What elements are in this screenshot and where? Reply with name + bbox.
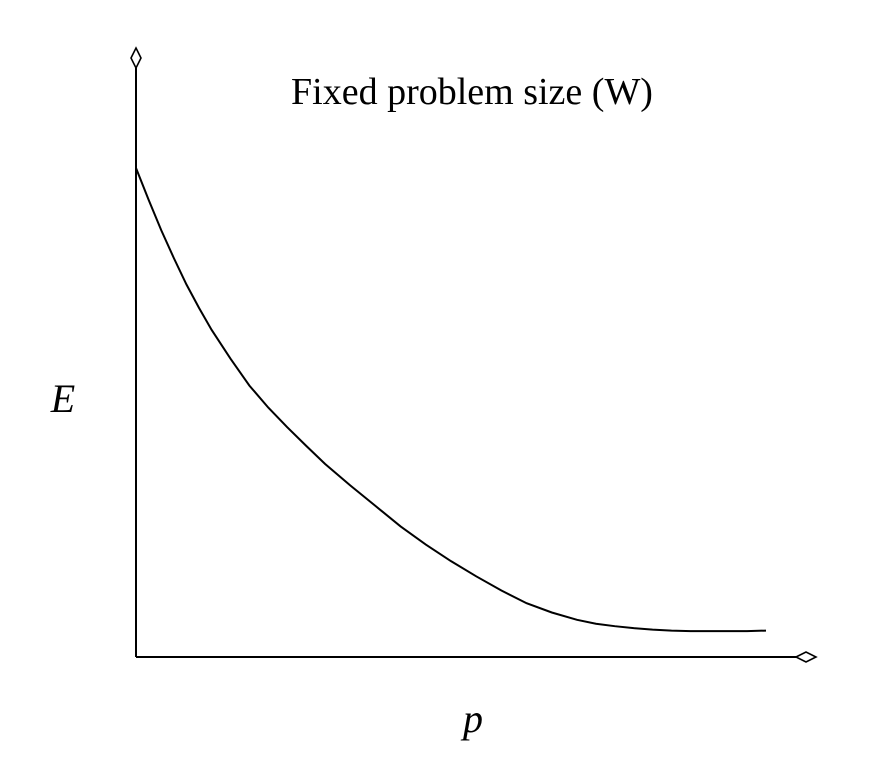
series-line-1 [135,167,767,633]
x-axis-arrow-icon [794,651,818,663]
y-axis-label: E [50,376,75,421]
y-axis-arrow-icon [130,46,142,70]
chart-title: Fixed problem size (W) [291,71,653,113]
series-layer [135,167,767,633]
x-axis-label: p [460,696,483,741]
